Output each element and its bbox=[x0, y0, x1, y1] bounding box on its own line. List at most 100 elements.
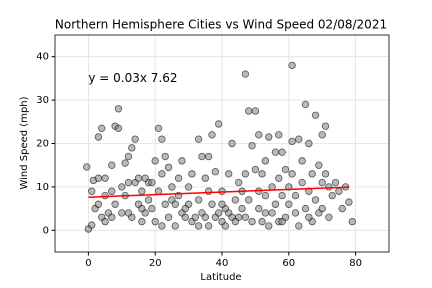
point bbox=[228, 139, 236, 148]
y-tick-label: 10 bbox=[36, 182, 49, 193]
point bbox=[138, 187, 146, 195]
point bbox=[148, 178, 156, 187]
point bbox=[161, 152, 169, 161]
point bbox=[258, 170, 266, 178]
point bbox=[275, 174, 283, 182]
point bbox=[241, 213, 250, 221]
point bbox=[138, 204, 146, 213]
point bbox=[241, 70, 250, 78]
point bbox=[255, 131, 263, 139]
point bbox=[308, 170, 316, 178]
point bbox=[114, 105, 123, 113]
point bbox=[295, 135, 303, 143]
point bbox=[208, 131, 216, 139]
point bbox=[261, 157, 270, 165]
point bbox=[211, 168, 220, 176]
point bbox=[305, 139, 313, 148]
point bbox=[188, 170, 196, 178]
point bbox=[94, 174, 103, 182]
point bbox=[275, 131, 283, 139]
point bbox=[151, 157, 159, 165]
point bbox=[214, 120, 223, 128]
point bbox=[231, 217, 240, 226]
x-tick-label: 0 bbox=[85, 258, 91, 269]
point bbox=[164, 163, 173, 172]
point bbox=[168, 183, 176, 191]
point bbox=[194, 196, 203, 204]
y-tick-label: 0 bbox=[43, 225, 49, 236]
point bbox=[124, 178, 133, 187]
point bbox=[298, 178, 306, 187]
point bbox=[278, 191, 286, 200]
point bbox=[278, 148, 286, 156]
point bbox=[164, 213, 173, 221]
point bbox=[318, 178, 326, 187]
point bbox=[271, 148, 280, 156]
point bbox=[108, 213, 116, 221]
point bbox=[318, 204, 326, 213]
point bbox=[108, 161, 116, 169]
point bbox=[301, 204, 310, 213]
point bbox=[265, 133, 273, 141]
annotation: y = 0.03x 7.62 bbox=[88, 71, 177, 85]
x-tick-label: 20 bbox=[149, 258, 162, 269]
point bbox=[261, 209, 270, 217]
point bbox=[221, 222, 230, 230]
point bbox=[311, 111, 320, 119]
point bbox=[88, 187, 96, 195]
point bbox=[251, 107, 260, 115]
point bbox=[88, 221, 96, 229]
point bbox=[154, 124, 163, 133]
point bbox=[245, 107, 253, 115]
point bbox=[301, 100, 310, 109]
point bbox=[198, 152, 206, 161]
point bbox=[335, 187, 343, 195]
point bbox=[101, 217, 109, 226]
point bbox=[328, 191, 336, 200]
point bbox=[171, 222, 179, 230]
point bbox=[285, 183, 293, 191]
point bbox=[83, 163, 91, 171]
chart-title: Northern Hemisphere Cities vs Wind Speed… bbox=[55, 18, 387, 32]
point bbox=[291, 191, 300, 200]
point bbox=[194, 135, 203, 143]
point bbox=[201, 213, 209, 221]
point bbox=[321, 170, 330, 178]
y-tick-label: 20 bbox=[36, 139, 49, 150]
point bbox=[285, 200, 293, 208]
point bbox=[174, 174, 183, 182]
point bbox=[144, 196, 153, 204]
point bbox=[171, 200, 179, 208]
point bbox=[278, 217, 286, 226]
point bbox=[265, 222, 273, 230]
point bbox=[201, 174, 209, 182]
y-axis-label: Wind Speed (mph) bbox=[19, 96, 30, 189]
point bbox=[288, 137, 296, 146]
point bbox=[325, 183, 333, 191]
point bbox=[218, 200, 226, 208]
point bbox=[178, 157, 186, 165]
point bbox=[194, 222, 203, 230]
point bbox=[255, 204, 263, 213]
point bbox=[248, 217, 256, 226]
point bbox=[214, 209, 223, 217]
point bbox=[121, 159, 129, 167]
point bbox=[184, 183, 193, 191]
point bbox=[338, 204, 346, 213]
point bbox=[288, 170, 296, 178]
point bbox=[118, 209, 126, 217]
point bbox=[268, 209, 276, 217]
point bbox=[134, 174, 143, 182]
point bbox=[318, 131, 326, 139]
point bbox=[315, 161, 323, 169]
point bbox=[94, 200, 103, 208]
point bbox=[241, 170, 250, 178]
point bbox=[128, 144, 136, 152]
point bbox=[94, 133, 103, 141]
point bbox=[281, 165, 290, 174]
point bbox=[231, 196, 240, 204]
point bbox=[124, 209, 133, 217]
point bbox=[101, 174, 109, 182]
point bbox=[108, 187, 116, 195]
